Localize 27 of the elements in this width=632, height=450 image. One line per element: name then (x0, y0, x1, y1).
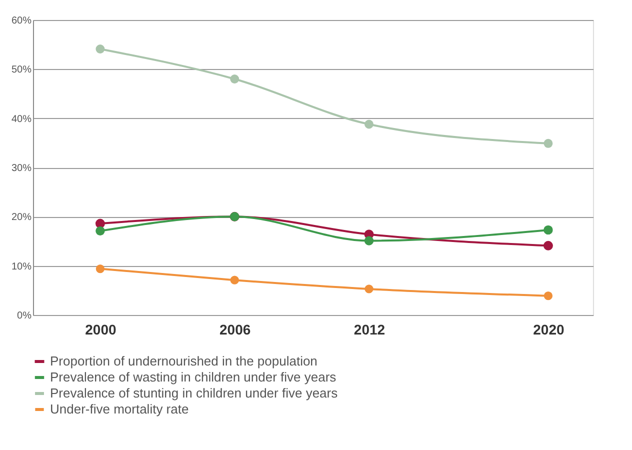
legend-label: Under-five mortality rate (50, 402, 189, 416)
point (364, 236, 374, 246)
legend-label: Prevalence of wasting in children under five years (50, 370, 337, 384)
x-tick-label: 2020 (533, 322, 564, 338)
point (230, 74, 240, 84)
y-tick-label: 20% (11, 212, 32, 224)
point (544, 138, 553, 148)
y-tick-label: 50% (11, 64, 32, 76)
point (544, 292, 553, 300)
legend-label: Prevalence of stunting in children under five years (50, 386, 338, 400)
x-tick-label: 2000 (85, 322, 116, 338)
point (544, 225, 553, 235)
point (230, 276, 239, 284)
point (96, 226, 105, 236)
y-tick-label: 10% (11, 261, 32, 272)
point (364, 284, 374, 294)
point (543, 240, 553, 250)
legend-label: Proportion of undernourished in the population (50, 354, 318, 368)
y-tick-label: 30% (11, 163, 32, 174)
point (96, 264, 105, 274)
point (96, 44, 105, 54)
y-tick-label: 40% (11, 114, 32, 125)
x-tick-label: 2006 (220, 322, 251, 338)
y-tick-label: 0% (17, 310, 32, 322)
x-tick-label: 2012 (354, 322, 386, 338)
point (364, 120, 374, 129)
y-tick-label: 60% (11, 16, 32, 26)
